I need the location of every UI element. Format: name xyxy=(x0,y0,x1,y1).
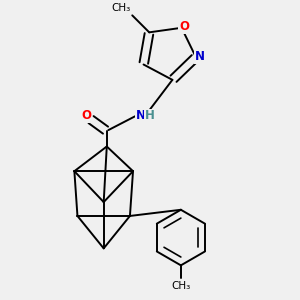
Text: O: O xyxy=(81,109,91,122)
Text: N: N xyxy=(195,50,205,63)
Text: CH₃: CH₃ xyxy=(171,281,190,291)
Text: H: H xyxy=(145,109,155,122)
Text: CH₃: CH₃ xyxy=(111,3,131,13)
Text: N: N xyxy=(136,109,146,122)
Text: O: O xyxy=(179,20,189,33)
